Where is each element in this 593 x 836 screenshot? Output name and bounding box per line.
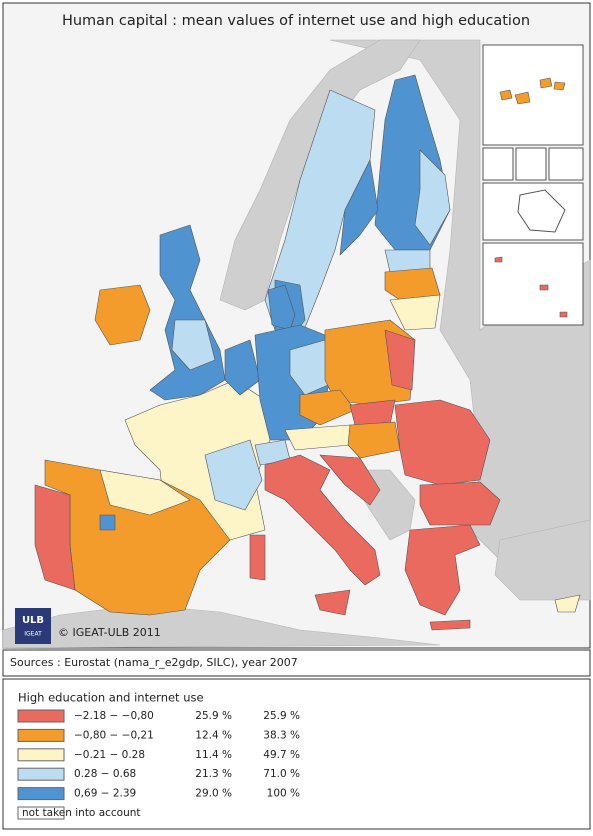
legend-swatch [17,728,65,742]
ireland [94,284,151,346]
legend-swatch [17,709,65,723]
legend-range: 0,69 − 2.39 [74,788,136,800]
sicily [314,589,351,616]
denmark [267,284,296,331]
crete [429,619,471,631]
legend: −2.18 − −0,80 25.9 % 25.9 % −0,80 − −0,21 12… [17,709,300,820]
france-east [204,439,263,511]
norway [219,39,421,311]
cyprus [554,594,581,613]
inset-azores [482,242,584,326]
legend-cumulative: 71.0 % [263,768,300,780]
legend-range: 0.28 − 0.68 [74,768,136,780]
legend-cumulative: 49.7 % [263,749,300,761]
legend-cumulative: 100 % [267,788,300,800]
legend-range: −0.21 − 0.28 [74,749,145,761]
copyright: © IGEAT-ULB 2011 [58,626,161,639]
inset-guadeloupe [482,147,514,181]
sweden [264,89,376,341]
germany-east [289,339,329,396]
guyane-outline [517,189,566,233]
britain-mid [171,319,216,371]
czechia [299,389,356,426]
romania [394,399,491,486]
inset-canary [482,44,584,146]
sardinia [249,534,266,581]
latvia [384,267,441,301]
sources: Sources : Eurostat (nama_r_e2gdp, SILC),… [10,656,298,669]
madrid [99,514,116,531]
legend-swatch [17,787,65,801]
legend-share: 11.4 % [195,749,232,761]
legend-share: 21.3 % [195,768,232,780]
bulgaria [419,481,501,526]
legend-share: 29.0 % [195,788,232,800]
sweden-east [339,159,379,256]
greece [404,524,481,616]
legend-share: 25.9 % [195,710,232,722]
spain-north [99,469,191,516]
canary-islands [499,77,566,105]
portugal [34,484,76,591]
finland-south [414,149,451,246]
lithuania [389,294,441,331]
legend-range: −2.18 − −0,80 [74,710,154,722]
legend-share: 12.4 % [195,729,232,741]
legend-swatch [17,767,65,781]
italy [264,454,381,586]
logo-sub: IGEAT [24,631,42,638]
legend-swatch [17,806,65,820]
azores-madeira [494,256,568,318]
inset-reunion [548,147,584,181]
north-africa [2,604,441,649]
map-title: Human capital : mean values of internet … [62,13,530,29]
legend-cumulative: 25.9 % [263,710,300,722]
poland-east [384,329,416,391]
legend-title: High education and internet use [18,691,204,705]
hungary [347,421,401,459]
benelux [224,339,261,396]
logo-name: ULB [22,615,44,626]
legend-box [2,678,591,830]
sources-box [2,649,591,677]
logo [15,608,51,644]
legend-swatch [17,748,65,762]
inset-martinique [515,147,547,181]
slovenia-croatia [319,454,381,506]
legend-other: not taken into account [22,807,141,819]
legend-range: −0,80 − −0,21 [74,729,154,741]
legend-cumulative: 38.3 % [263,729,300,741]
insets [482,44,584,326]
